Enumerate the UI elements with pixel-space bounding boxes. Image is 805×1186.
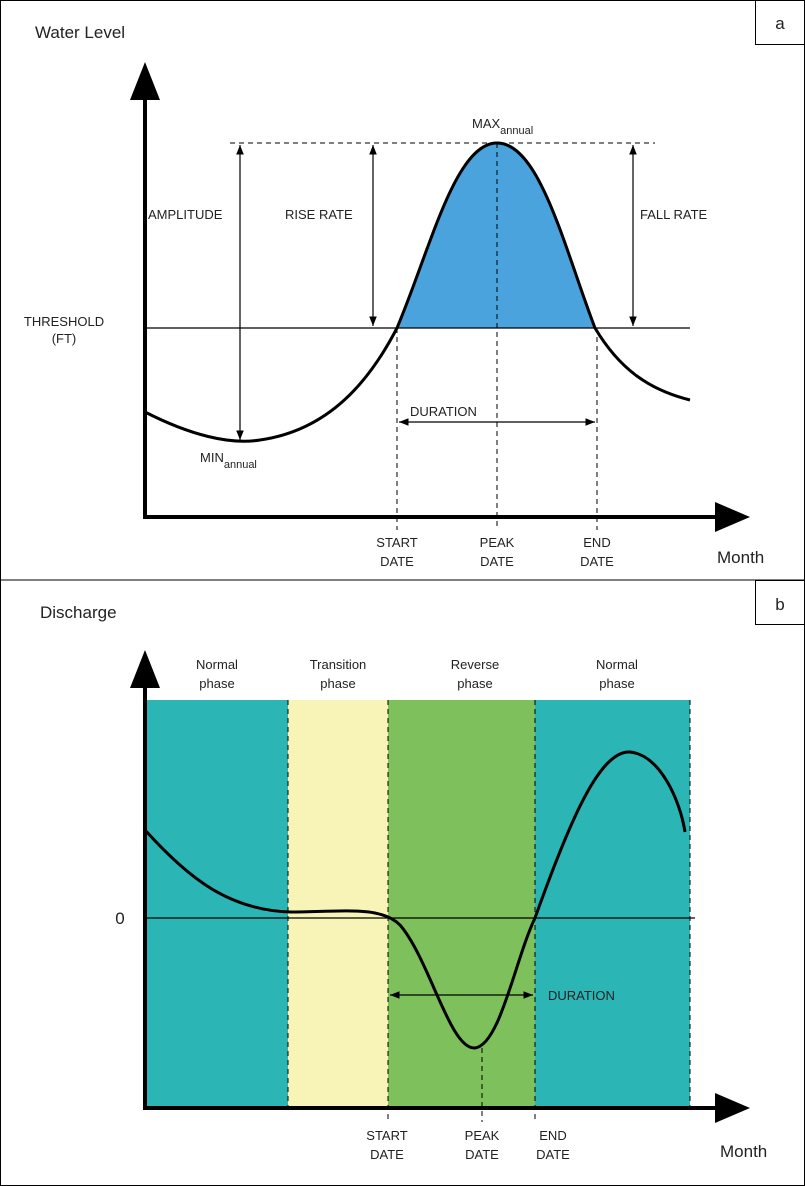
y-arrow bbox=[130, 62, 160, 100]
threshold-label: THRESHOLD bbox=[24, 314, 104, 329]
phase-label: Transition bbox=[310, 657, 367, 672]
phase-label: Normal bbox=[596, 657, 638, 672]
start-label: DATE bbox=[380, 554, 414, 569]
phase-band bbox=[145, 700, 288, 1108]
phase-label: Normal bbox=[196, 657, 238, 672]
start-label: DATE bbox=[370, 1147, 404, 1162]
min-main: MIN bbox=[200, 450, 224, 465]
panel-label: b bbox=[775, 595, 784, 614]
axes bbox=[143, 680, 728, 1110]
x-axis-title: Month bbox=[720, 1142, 767, 1161]
fall-label: FALL RATE bbox=[640, 207, 708, 222]
phase-label: phase bbox=[599, 676, 634, 691]
min-sub: annual bbox=[224, 459, 257, 471]
axes bbox=[143, 90, 728, 519]
start-label: START bbox=[376, 535, 417, 550]
amplitude-label: AMPLITUDE bbox=[148, 207, 223, 222]
duration-label: DURATION bbox=[410, 404, 477, 419]
end-label: END bbox=[583, 535, 610, 550]
peak-label: PEAK bbox=[465, 1128, 500, 1143]
end-label: END bbox=[539, 1128, 566, 1143]
x-arrow bbox=[715, 1093, 750, 1123]
x-arrow bbox=[715, 502, 750, 532]
y-arrow bbox=[130, 650, 160, 688]
panel-label: a bbox=[775, 14, 785, 33]
start-label: START bbox=[366, 1128, 407, 1143]
phase-band bbox=[388, 700, 535, 1108]
y-axis-title: Water Level bbox=[35, 23, 125, 42]
phase-label: phase bbox=[320, 676, 355, 691]
max-main: MAX bbox=[472, 116, 501, 131]
phase-band bbox=[288, 700, 388, 1108]
peak-label: PEAK bbox=[480, 535, 515, 550]
x-axis-title: Month bbox=[717, 548, 764, 567]
phase-band bbox=[535, 700, 690, 1108]
rise-label: RISE RATE bbox=[285, 207, 353, 222]
area-above-threshold bbox=[397, 143, 595, 328]
end-label: DATE bbox=[580, 554, 614, 569]
max-label: MAXannual bbox=[472, 116, 533, 137]
y-axis-title: Discharge bbox=[40, 603, 117, 622]
phase-label: phase bbox=[457, 676, 492, 691]
threshold-unit: (FT) bbox=[52, 331, 77, 346]
discharge-curve bbox=[143, 750, 687, 1050]
duration-label: DURATION bbox=[548, 988, 615, 1003]
end-label: DATE bbox=[536, 1147, 570, 1162]
zero-label: 0 bbox=[115, 909, 124, 928]
phase-label: Reverse bbox=[451, 657, 499, 672]
label-box bbox=[755, 0, 805, 45]
phase-label: phase bbox=[199, 676, 234, 691]
peak-label: DATE bbox=[480, 554, 514, 569]
panel-a: a Water Level Month AMPLITUDE RISE RATE … bbox=[24, 0, 805, 569]
panel-b: b Discharge Month 0 DURATION Normal phas… bbox=[40, 580, 805, 1162]
label-box bbox=[755, 580, 805, 625]
water-level-curve bbox=[144, 141, 691, 443]
max-sub: annual bbox=[500, 125, 533, 137]
min-label: MINannual bbox=[200, 450, 257, 471]
peak-label: DATE bbox=[465, 1147, 499, 1162]
